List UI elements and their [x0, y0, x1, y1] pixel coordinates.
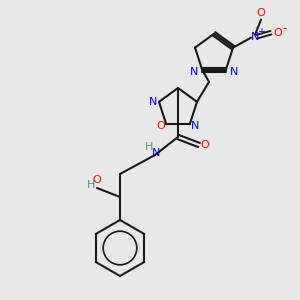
Text: N: N	[152, 148, 160, 158]
Text: N: N	[190, 67, 199, 77]
Text: O: O	[257, 8, 266, 18]
Text: N: N	[149, 97, 157, 107]
Text: O: O	[157, 121, 166, 131]
Text: N: N	[251, 32, 259, 42]
Text: N: N	[230, 67, 238, 77]
Text: O: O	[93, 175, 101, 185]
Text: -: -	[283, 22, 287, 35]
Text: N: N	[190, 121, 199, 131]
Text: H: H	[87, 180, 95, 190]
Text: +: +	[257, 27, 265, 37]
Text: O: O	[274, 28, 282, 38]
Text: H: H	[145, 142, 153, 152]
Text: O: O	[201, 140, 209, 150]
